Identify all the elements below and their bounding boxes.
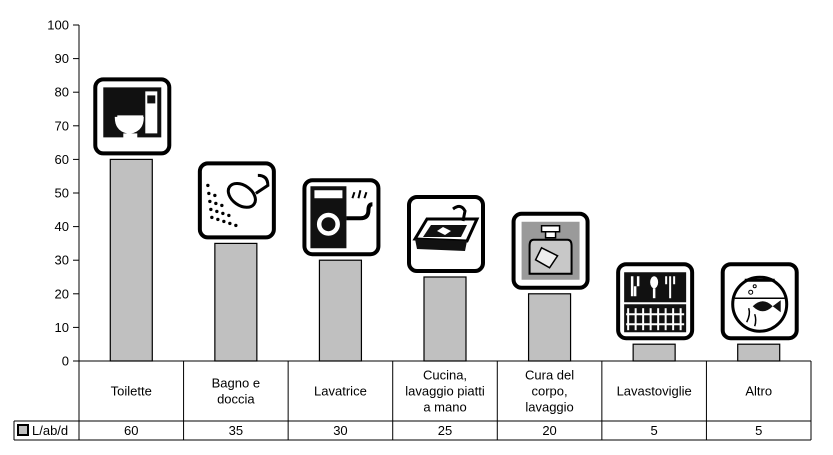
y-tick-label: 100 <box>47 18 69 33</box>
category-label: Cura del corpo, lavaggio <box>525 368 574 415</box>
legend-swatch <box>17 424 29 436</box>
value-label: 60 <box>124 423 138 438</box>
y-tick-label: 90 <box>55 51 69 66</box>
bar-3 <box>318 259 363 362</box>
bar-4 <box>423 276 467 362</box>
washing-machine-icon <box>302 178 381 257</box>
y-tick-label: 60 <box>55 152 69 167</box>
fishbowl-icon <box>720 262 799 341</box>
y-tick-label: 80 <box>55 85 69 100</box>
value-label: 5 <box>651 423 658 438</box>
kitchen-sink-icon <box>407 195 485 273</box>
y-tick-label: 0 <box>62 354 69 369</box>
category-label: Altro <box>745 384 772 399</box>
value-label: 25 <box>438 423 452 438</box>
y-tick-label: 40 <box>55 219 69 234</box>
icon-layer <box>93 77 799 341</box>
value-label: 20 <box>542 423 556 438</box>
value-label: 30 <box>333 423 347 438</box>
y-tick-label: 10 <box>55 320 69 335</box>
bar-1 <box>109 158 153 362</box>
category-label: Lavatrice <box>314 384 367 399</box>
y-tick-label: 30 <box>55 253 69 268</box>
y-tick-label: 70 <box>55 118 69 133</box>
data-table: Toilette Bagno e doccia Lavatrice Cucina, lav… <box>13 360 812 441</box>
y-tick-label: 20 <box>55 286 69 301</box>
dishwasher-icon <box>616 262 695 341</box>
bar-7 <box>737 343 781 362</box>
soap-bottle-icon <box>511 211 590 290</box>
legend-label: L/ab/d <box>32 423 68 438</box>
bar-2 <box>214 242 258 362</box>
bar-5 <box>527 293 572 362</box>
value-label: 35 <box>229 423 243 438</box>
bar-6 <box>632 343 676 362</box>
shower-icon <box>197 161 276 240</box>
category-label: Bagno e doccia <box>212 376 260 407</box>
toilet-icon <box>93 77 172 156</box>
y-tick-label: 50 <box>55 186 69 201</box>
value-label: 5 <box>755 423 762 438</box>
category-label: Lavastoviglie <box>617 384 692 399</box>
category-label: Toilette <box>111 384 152 399</box>
bar-layer <box>109 158 781 362</box>
category-label: Cucina, lavaggio piatti a mano <box>405 368 485 415</box>
axis-layer: 0 10 20 30 40 50 60 70 80 90 100 <box>47 18 80 369</box>
